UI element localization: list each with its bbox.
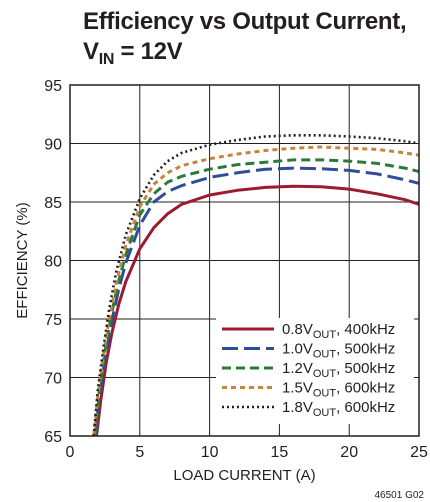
x-axis-label: LOAD CURRENT (A)	[173, 467, 315, 484]
legend-label-2: 1.0VOUT, 500kHz	[282, 341, 395, 361]
legend-label-4: 1.5VOUT, 600kHz	[282, 380, 395, 400]
y-tick-label: 95	[44, 78, 62, 95]
y-tick-label: 80	[44, 254, 62, 271]
series-line-5	[92, 134, 420, 437]
y-tick-label: 90	[44, 137, 62, 154]
legend-label-5: 1.8VOUT, 600kHz	[282, 399, 395, 419]
figure-code: 46501 G02	[375, 490, 425, 501]
y-axis-label: EFFICIENCY (%)	[14, 202, 31, 318]
y-tick-label: 65	[44, 429, 62, 446]
chart-title-line-1: Efficiency vs Output Current,	[83, 8, 407, 35]
title-vin-value: = 12V	[114, 38, 183, 65]
y-tick-label: 85	[44, 195, 62, 212]
x-tick-label: 5	[135, 444, 144, 461]
series-line-4	[92, 145, 420, 437]
title-vin-v: V	[83, 38, 99, 65]
x-tick-label: 15	[271, 444, 289, 461]
axis-tick-labels: 0 5 10 15 20 25 65 70 75 80 85 90 95	[44, 78, 428, 461]
x-tick-label: 20	[340, 444, 358, 461]
x-tick-label: 10	[201, 444, 219, 461]
legend-label-3: 1.2VOUT, 500kHz	[282, 360, 395, 380]
legend-label-1: 0.8VOUT, 400kHz	[282, 321, 395, 341]
x-tick-label: 0	[66, 444, 75, 461]
chart-title-line-2: VIN = 12V	[83, 38, 423, 74]
series-line-1	[95, 184, 420, 437]
series-line-3	[93, 158, 420, 437]
plot-frame	[69, 84, 420, 437]
efficiency-curves	[92, 134, 420, 437]
title-vin-subscript: IN	[98, 51, 115, 68]
y-tick-label: 70	[44, 371, 62, 388]
y-tick-label: 75	[44, 312, 62, 329]
x-tick-label: 25	[410, 444, 428, 461]
